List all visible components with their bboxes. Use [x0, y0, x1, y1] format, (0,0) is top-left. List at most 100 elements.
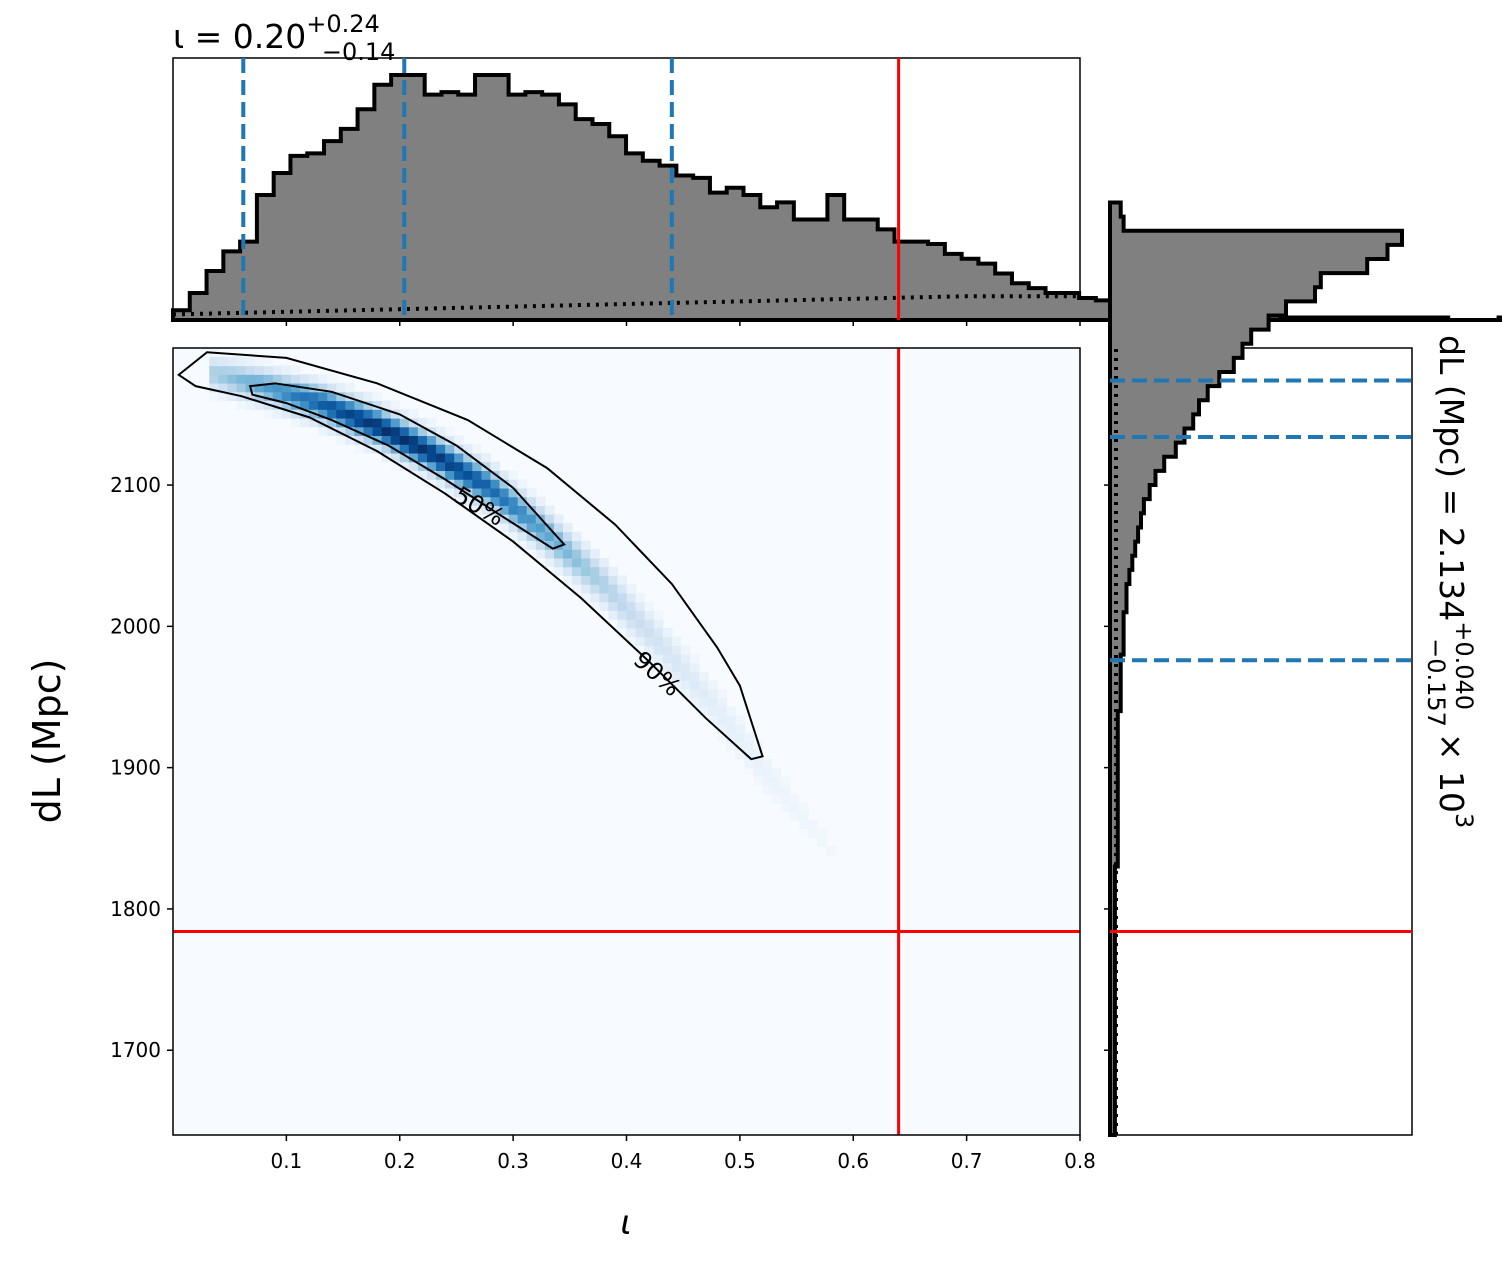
heatmap-cell — [581, 549, 591, 559]
heatmap-cell — [236, 374, 247, 384]
heatmap-cell — [590, 592, 600, 603]
heatmap-cell — [789, 811, 800, 821]
right-panel-frame — [1109, 347, 1413, 1136]
heatmap-cell — [671, 662, 682, 673]
heatmap-cell — [508, 514, 519, 524]
heatmap-cell — [689, 654, 700, 664]
heatmap-cell — [354, 435, 365, 445]
heatmap-cell — [372, 426, 383, 437]
heatmap-cell — [390, 461, 401, 472]
heatmap-cell — [299, 417, 310, 428]
heatmap-cell — [363, 409, 374, 419]
heatmap-cell — [490, 487, 501, 498]
heatmap-cell — [499, 487, 510, 498]
heatmap-cell — [290, 417, 301, 428]
heatmap-cell — [490, 496, 501, 506]
heatmap-cell — [318, 417, 328, 428]
heatmap-cell — [336, 426, 346, 437]
heatmap-cell — [644, 627, 655, 638]
heatmap-cell — [735, 732, 746, 743]
heatmap-cell — [553, 522, 564, 533]
heatmap-cell — [626, 601, 637, 611]
heatmap-cell — [209, 391, 219, 402]
heatmap-cell — [454, 496, 464, 506]
heatmap-cell — [762, 767, 773, 778]
heatmap-cell — [762, 785, 773, 795]
heatmap-cell — [272, 365, 283, 375]
heatmap-cell — [581, 566, 591, 576]
heatmap-cell — [590, 575, 600, 585]
heatmap-cell — [372, 409, 383, 419]
heatmap-cell — [689, 671, 700, 681]
heatmap-cell — [209, 382, 219, 393]
x-tick-label-1: 0.2 — [384, 1149, 416, 1173]
right-marginal-panel: dL (Mpc) = 2.134+0.040−0.157× 103 — [1104, 200, 1478, 1137]
heatmap-cell — [526, 522, 537, 533]
heatmap-cell — [408, 426, 419, 437]
heatmap-cell — [499, 479, 510, 489]
heatmap-cell — [553, 566, 564, 576]
heatmap-cell — [726, 741, 736, 751]
heatmap-cell — [245, 391, 256, 402]
heatmap-cell — [354, 400, 365, 410]
heatmap-cell — [454, 461, 464, 472]
heatmap-cell — [535, 540, 546, 550]
heatmap-cell — [417, 452, 428, 463]
heatmap-cell — [436, 461, 446, 472]
heatmap-cell — [617, 601, 628, 611]
x-tick-label-3: 0.4 — [611, 1149, 643, 1173]
heatmap-cell — [454, 444, 464, 454]
heatmap-cell — [671, 645, 682, 655]
heatmap-cell — [472, 461, 482, 472]
heatmap-cell — [363, 417, 374, 428]
heatmap-cell — [381, 417, 392, 428]
heatmap-cell — [544, 505, 555, 515]
heatmap-cell — [563, 522, 573, 533]
heatmap-cell — [463, 461, 473, 472]
heatmap-cell — [499, 505, 510, 515]
heatmap-cell — [254, 356, 265, 367]
heatmap-cell — [608, 592, 619, 603]
heatmap-cell — [245, 374, 256, 384]
heatmap-cell — [635, 592, 646, 603]
x-tick-label-4: 0.5 — [724, 1149, 756, 1173]
heatmap-cell — [218, 356, 229, 367]
heatmap-cell — [481, 505, 492, 515]
heatmap-cell — [535, 496, 546, 506]
heatmap-cell — [717, 706, 727, 716]
top-panel-title: ι = 0.20+0.24 −0.14 — [173, 10, 395, 66]
heatmap-cell — [272, 409, 283, 419]
heatmap-cell — [445, 426, 455, 437]
heatmap-cell — [689, 680, 700, 690]
heatmap-cell — [644, 610, 655, 620]
heatmap-cell — [680, 654, 691, 664]
heatmap-cell — [635, 601, 646, 611]
heatmap-cell — [209, 374, 219, 384]
heatmap-cell — [372, 391, 383, 402]
heatmap-cell — [327, 400, 337, 410]
heatmap-cell — [454, 452, 464, 463]
heatmap-cell — [826, 846, 836, 856]
heatmap-cell — [635, 610, 646, 620]
heatmap-cell — [290, 374, 301, 384]
heatmap-cell — [753, 750, 764, 760]
heatmap-cell — [762, 758, 773, 769]
heatmap-cell — [336, 417, 346, 428]
heatmap-cell — [499, 496, 510, 506]
heatmap-cell — [635, 619, 646, 629]
heatmap-cell — [336, 400, 346, 410]
heatmap-cell — [753, 767, 764, 778]
heatmap-cell — [299, 409, 310, 419]
heatmap-cell — [517, 496, 528, 506]
heatmap-cell — [572, 540, 582, 550]
heatmap-cell — [653, 662, 664, 673]
heatmap-cell — [535, 505, 546, 515]
heatmap-cell — [662, 671, 673, 681]
heatmap-cell — [245, 365, 256, 375]
heatmap-cell — [463, 479, 473, 489]
heatmap-cell — [336, 435, 346, 445]
heatmap-cell — [390, 417, 401, 428]
heatmap-cell — [644, 645, 655, 655]
heatmap-cell — [263, 382, 274, 393]
heatmap-cell — [318, 400, 328, 410]
